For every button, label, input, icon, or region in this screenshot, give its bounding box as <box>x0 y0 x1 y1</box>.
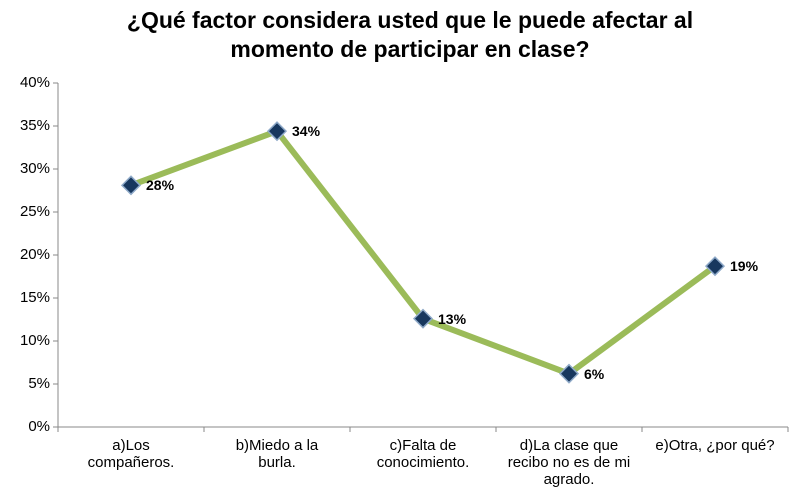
marker <box>120 175 142 196</box>
x-tick-label: c)Falta de conocimiento. <box>376 437 470 471</box>
y-tick-label: 10% <box>19 332 50 349</box>
x-tick-label: a)Los compañeros. <box>87 437 175 471</box>
chart-title: ¿Qué factor considera usted que le puede… <box>126 7 694 62</box>
marker <box>558 363 580 384</box>
marker <box>412 308 434 329</box>
y-tick-label: 25% <box>19 203 50 220</box>
marker <box>704 256 726 277</box>
series-line <box>129 128 717 377</box>
data-label: 34% <box>292 123 321 140</box>
data-label: 13% <box>438 310 467 327</box>
y-tick-label: 15% <box>19 289 50 306</box>
x-tick-label: d)La clase que recibo no es de mi agrado… <box>507 437 631 488</box>
y-tick-label: 0% <box>28 418 50 435</box>
data-label: 19% <box>730 258 759 275</box>
y-tick-label: 5% <box>28 375 50 392</box>
y-tick-label: 20% <box>19 246 50 263</box>
x-tick-label: b)Miedo a la burla. <box>235 437 319 471</box>
x-tick-label: e)Otra, ¿por qué? <box>655 437 775 454</box>
data-label: 6% <box>584 365 605 382</box>
marker <box>266 121 288 142</box>
y-tick-label: 40% <box>19 74 50 91</box>
y-tick-label: 35% <box>19 117 50 134</box>
y-tick-label: 30% <box>19 160 50 177</box>
data-label: 28% <box>146 177 175 194</box>
